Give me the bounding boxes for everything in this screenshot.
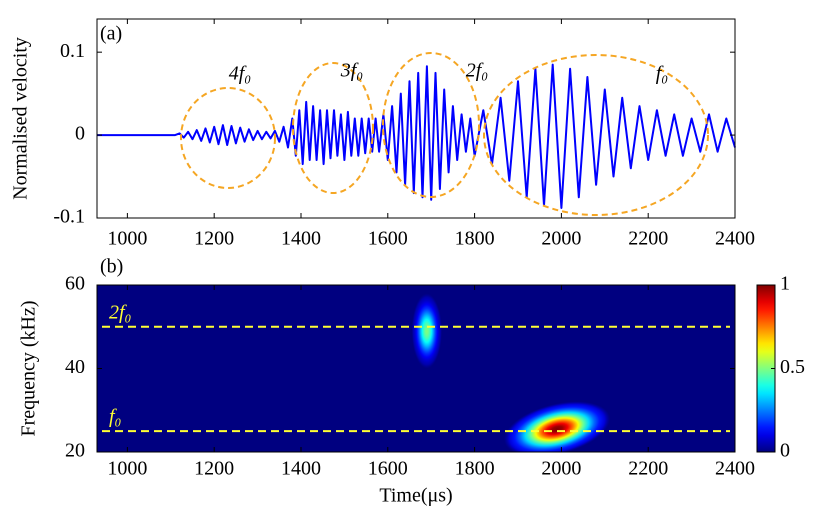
- x-tick-label: 1200: [194, 458, 234, 480]
- x-tick-label: 2400: [715, 228, 755, 250]
- spectral-peak: [504, 401, 611, 452]
- reference-label: f₀: [109, 406, 122, 428]
- x-tick-label: 1200: [194, 228, 234, 250]
- reference-label: 2f₀: [109, 301, 132, 323]
- x-tick-label: 1600: [368, 228, 408, 250]
- x-tick-label: 2200: [628, 228, 668, 250]
- mode-ellipse: [292, 62, 374, 194]
- mode-label: 2f₀: [466, 60, 489, 82]
- x-tick-label: 2000: [541, 228, 581, 250]
- x-tick-label: 2000: [541, 458, 581, 480]
- colorbar-tick-label: 0.5: [780, 356, 805, 378]
- x-tick-label: 1000: [107, 228, 147, 250]
- axes-frame: [96, 18, 736, 219]
- mode-label: f₀: [656, 63, 669, 85]
- y-tick-label: 0.1: [60, 40, 85, 62]
- panel-label: (a): [100, 23, 122, 45]
- x-tick-label: 1400: [281, 458, 321, 480]
- x-tick-label: 1400: [281, 228, 321, 250]
- x-tick-label: 2400: [715, 458, 755, 480]
- x-axis-title: Time(μs): [379, 485, 452, 507]
- y-tick-label: 60: [65, 273, 85, 295]
- y-tick-label: 20: [65, 440, 85, 462]
- mode-ellipse: [382, 52, 480, 198]
- y-axis-title: Normalised velocity: [10, 37, 32, 200]
- y-tick-label: -0.1: [53, 206, 85, 228]
- y-tick-label: 40: [65, 356, 85, 378]
- x-tick-label: 1800: [455, 458, 495, 480]
- x-tick-label: 2200: [628, 458, 668, 480]
- heatmap: [97, 285, 735, 452]
- spectral-peak: [411, 293, 443, 369]
- mode-ellipse: [483, 54, 709, 216]
- x-tick-label: 1600: [368, 458, 408, 480]
- y-axis-title: Frequency (kHz): [18, 300, 40, 436]
- colorbar-tick-label: 1: [780, 273, 790, 295]
- x-tick-label: 1000: [107, 458, 147, 480]
- mode-ellipse: [180, 87, 276, 189]
- panel-label: (b): [100, 256, 123, 278]
- colorbar-tick-label: 0: [780, 440, 790, 462]
- mode-label: 4f₀: [229, 63, 252, 85]
- mode-label: 3f₀: [340, 60, 364, 82]
- signal-line: [97, 63, 736, 209]
- y-tick-label: 0: [75, 123, 85, 145]
- x-tick-label: 1800: [455, 228, 495, 250]
